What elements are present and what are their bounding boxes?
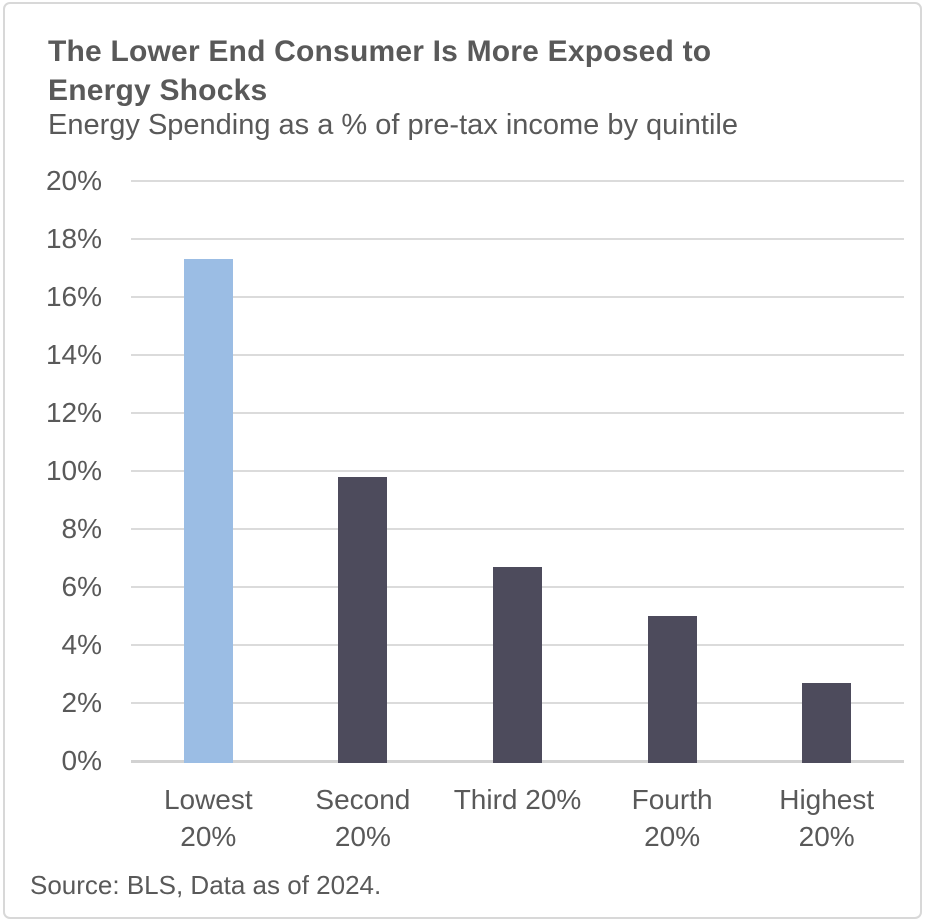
y-tick-label: 0%: [61, 745, 102, 776]
bar-highest-20: [802, 682, 852, 763]
chart-title: The Lower End Consumer Is More Exposed t…: [48, 32, 711, 110]
y-tick-label: 4%: [61, 629, 102, 660]
bar-third-20: [493, 566, 542, 763]
y-tick-label: 6%: [61, 571, 102, 602]
gridline-10: [131, 470, 904, 472]
y-tick-label: 12%: [45, 397, 102, 428]
gridline-14: [131, 354, 904, 356]
x-axis-label-line: 20%: [644, 821, 701, 852]
y-tick-label: 10%: [45, 455, 102, 486]
y-tick-label: 20%: [45, 165, 102, 196]
gridline-18: [131, 238, 904, 240]
y-tick-label: 16%: [45, 281, 102, 312]
x-axis-label-highest-20: Highest 20%: [742, 781, 912, 855]
bar-second-20: [338, 476, 388, 763]
x-axis-label-second-20: Second 20%: [278, 781, 448, 855]
gridline-8: [131, 528, 904, 530]
x-axis-label-line: Highest: [779, 784, 875, 815]
x-axis-label-line: 20%: [798, 821, 855, 852]
bar-lowest-20: [183, 259, 233, 763]
bar-fourth-20: [647, 616, 697, 763]
gridline-16: [131, 296, 904, 298]
y-tick-label: 14%: [45, 339, 102, 370]
x-axis-label-third-20: Third 20%: [433, 781, 603, 818]
x-axis-label-line: Third 20%: [453, 784, 582, 815]
x-axis-label-line: Lowest: [163, 784, 253, 815]
chart-subtitle: Energy Spending as a % of pre-tax income…: [48, 109, 738, 141]
x-axis-label-lowest-20: Lowest 20%: [123, 781, 293, 855]
source-note: Source: BLS, Data as of 2024.: [30, 870, 382, 900]
x-axis-label-line: Fourth: [631, 784, 713, 815]
y-tick-label: 2%: [61, 687, 102, 718]
x-axis-label-line: Second: [315, 784, 411, 815]
chart-title-line2: Energy Shocks: [48, 74, 268, 107]
gridline-20: [131, 180, 904, 182]
gridline-12: [131, 412, 904, 414]
chart-title-line1: The Lower End Consumer Is More Exposed t…: [48, 35, 712, 68]
y-tick-label: 18%: [45, 223, 102, 254]
x-axis-label-fourth-20: Fourth 20%: [587, 781, 757, 855]
y-tick-label: 8%: [61, 513, 102, 544]
x-axis-label-line: 20%: [180, 821, 237, 852]
x-axis-label-line: 20%: [334, 821, 391, 852]
